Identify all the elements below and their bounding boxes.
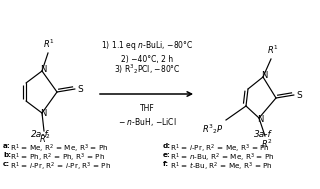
Text: 2) −40°C, 2 h: 2) −40°C, 2 h — [121, 55, 173, 64]
Text: N: N — [40, 66, 46, 74]
Text: 2a-f: 2a-f — [31, 130, 49, 139]
Text: THF: THF — [140, 104, 154, 113]
Text: b:: b: — [3, 152, 11, 158]
Text: f:: f: — [163, 161, 169, 167]
Text: R$^1$ = Me, R$^2$ = Me, R$^3$ = Ph: R$^1$ = Me, R$^2$ = Me, R$^3$ = Ph — [10, 143, 108, 155]
Text: 1) 1.1 eq $n$-BuLi, −80°C: 1) 1.1 eq $n$-BuLi, −80°C — [101, 39, 193, 52]
Text: R$^1$ = $i$-Pr, R$^2$ = $i$-Pr, R$^3$ = Ph: R$^1$ = $i$-Pr, R$^2$ = $i$-Pr, R$^3$ = … — [10, 161, 111, 173]
Text: $R^2$: $R^2$ — [261, 138, 273, 150]
Text: a:: a: — [3, 143, 11, 149]
Text: N: N — [257, 115, 263, 123]
Text: $R^2$: $R^2$ — [39, 133, 51, 145]
Text: d:: d: — [163, 143, 171, 149]
Text: $R^1$: $R^1$ — [43, 38, 55, 50]
Text: N: N — [40, 109, 46, 119]
Text: − $n$-BuH, −LiCl: − $n$-BuH, −LiCl — [118, 116, 176, 128]
Text: R$^1$ = $t$-Bu, R$^2$ = Me, R$^3$ = Ph: R$^1$ = $t$-Bu, R$^2$ = Me, R$^3$ = Ph — [170, 161, 273, 173]
Text: 3a-f: 3a-f — [254, 130, 272, 139]
Text: S: S — [296, 91, 302, 99]
Text: R$^1$ = $n$-Bu, R$^2$ = Me, R$^3$ = Ph: R$^1$ = $n$-Bu, R$^2$ = Me, R$^3$ = Ph — [170, 152, 275, 164]
Text: e:: e: — [163, 152, 171, 158]
Text: $R^3{}_2$P: $R^3{}_2$P — [203, 122, 224, 136]
Text: $R^1$: $R^1$ — [267, 44, 279, 56]
Text: R$^1$ = $i$-Pr, R$^2$ = Me, R$^3$ = Ph: R$^1$ = $i$-Pr, R$^2$ = Me, R$^3$ = Ph — [170, 143, 270, 155]
Text: c:: c: — [3, 161, 10, 167]
Text: N: N — [261, 71, 267, 81]
Text: 3) R$^3{}_2$PCl, −80°C: 3) R$^3{}_2$PCl, −80°C — [114, 62, 180, 76]
Text: S: S — [77, 84, 83, 94]
Text: R$^1$ = Ph, R$^2$ = Ph, R$^3$ = Ph: R$^1$ = Ph, R$^2$ = Ph, R$^3$ = Ph — [10, 152, 105, 164]
